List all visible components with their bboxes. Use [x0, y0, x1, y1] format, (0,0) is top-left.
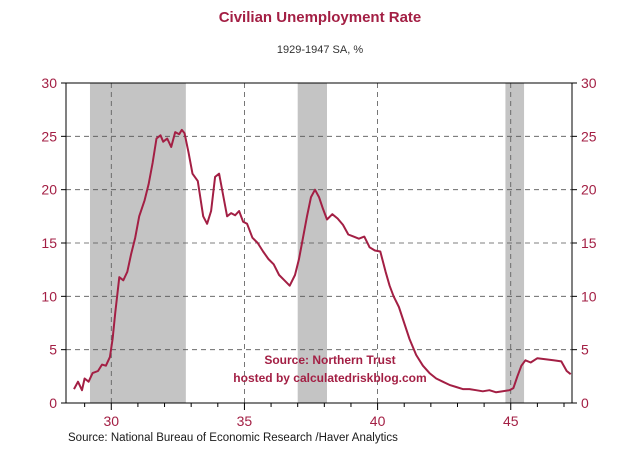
- axis-ticks: [61, 82, 577, 410]
- x-tick-label-2: 40: [370, 413, 386, 429]
- y-tick-label-left-5: 25: [41, 128, 57, 144]
- y-tick-label-right-0: 0: [581, 395, 589, 411]
- y-tick-label-right-4: 20: [581, 182, 597, 198]
- x-tick-label-1: 35: [237, 413, 253, 429]
- grid-lines: [66, 83, 572, 403]
- y-tick-label-left-3: 15: [41, 235, 57, 251]
- chart-subtitle: 1929-1947 SA, %: [276, 44, 364, 56]
- y-tick-label-right-2: 10: [581, 288, 597, 304]
- y-axis-left-labels: 0 5 10 15 20 25 30: [41, 75, 57, 411]
- x-tick-label-0: 30: [103, 413, 119, 429]
- recession-band-2: [505, 83, 525, 403]
- y-tick-label-left-6: 30: [41, 75, 57, 91]
- y-tick-label-left-2: 10: [41, 288, 57, 304]
- y-tick-label-right-1: 5: [581, 342, 589, 358]
- y-tick-label-right-6: 30: [581, 75, 597, 91]
- annotation-hosted: hosted by calculatedriskblog.com: [233, 371, 426, 385]
- annotation-source: Source: Northern Trust: [264, 353, 395, 367]
- chart-title: Civilian Unemployment Rate: [218, 9, 422, 26]
- x-tick-label-3: 45: [503, 413, 519, 429]
- y-tick-label-right-3: 15: [581, 235, 597, 251]
- y-axis-right-labels: 0 5 10 15 20 25 30: [581, 75, 597, 411]
- source-note: Source: National Bureau of Economic Rese…: [68, 432, 398, 444]
- x-axis-labels: 30 35 40 45: [103, 413, 518, 429]
- y-tick-label-left-0: 0: [49, 395, 57, 411]
- y-tick-label-left-4: 20: [41, 182, 57, 198]
- y-tick-label-right-5: 25: [581, 128, 597, 144]
- series-line: [73, 128, 572, 394]
- y-tick-label-left-1: 5: [49, 342, 57, 358]
